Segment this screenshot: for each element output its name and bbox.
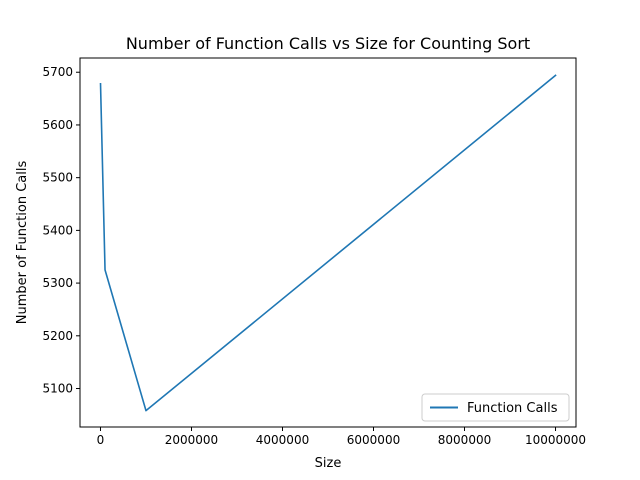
y-tick-label: 5400 — [42, 223, 73, 237]
x-tick-label: 6000000 — [347, 433, 400, 447]
x-tick-label: 0 — [97, 433, 105, 447]
x-axis-label: Size — [315, 456, 342, 471]
series-line-function-calls — [99, 74, 557, 412]
plot-area: 0 2000000 4000000 6000000 8000000 10000000 51… — [42, 57, 586, 447]
legend-box — [421, 393, 570, 422]
x-tick-label: 2000000 — [165, 433, 218, 447]
x-tick-label: 8000000 — [438, 433, 491, 447]
y-tick-label: 5200 — [42, 329, 73, 343]
y-tick-label: 5600 — [42, 118, 73, 132]
x-axis-ticks: 0 2000000 4000000 6000000 8000000 10000000 — [97, 427, 586, 447]
x-tick-label: 10000000 — [525, 433, 586, 447]
series-group — [99, 74, 557, 412]
y-tick-label: 5500 — [42, 171, 73, 185]
chart-title: Number of Function Calls vs Size for Cou… — [126, 34, 530, 53]
y-tick-label: 5700 — [42, 65, 73, 79]
y-axis-label: Number of Function Calls — [15, 161, 30, 325]
y-axis-ticks: 5100 5200 5300 5400 5500 5600 5700 — [42, 65, 80, 396]
y-tick-label: 5300 — [42, 276, 73, 290]
y-tick-label: 5100 — [42, 382, 73, 396]
plot-frame — [79, 57, 577, 428]
legend: Function Calls — [421, 393, 570, 422]
x-tick-label: 4000000 — [256, 433, 309, 447]
legend-entry-function-calls: Function Calls — [467, 401, 558, 416]
